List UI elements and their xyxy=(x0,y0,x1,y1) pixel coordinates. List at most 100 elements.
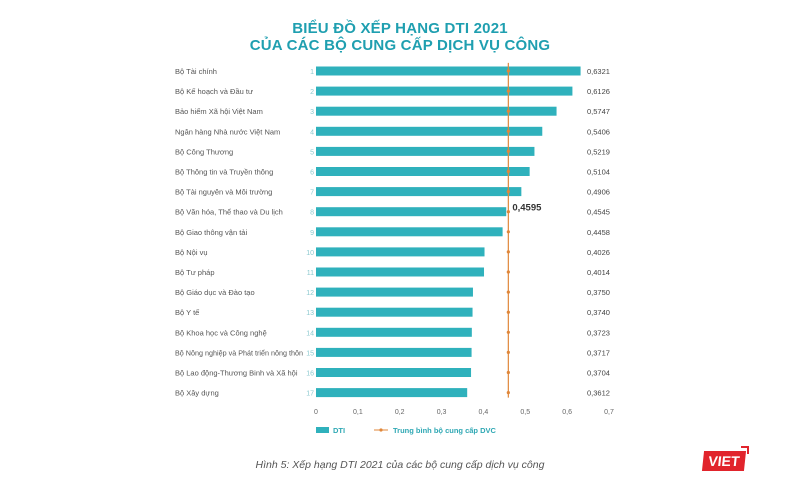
average-point xyxy=(506,210,510,214)
dti-bar xyxy=(316,86,573,96)
x-tick-label: 0,1 xyxy=(353,409,363,416)
average-point xyxy=(506,391,510,395)
dti-bar xyxy=(316,267,485,277)
value-label: 0,4545 xyxy=(587,208,610,217)
x-tick-label: 0,3 xyxy=(437,409,447,416)
value-label: 0,4906 xyxy=(587,188,610,197)
average-point xyxy=(506,370,510,375)
rank-label: 10 xyxy=(306,250,314,257)
logo-text: VIET xyxy=(707,453,741,469)
legend-dti-label: DTI xyxy=(333,426,345,435)
average-point xyxy=(506,69,510,73)
average-point xyxy=(506,350,510,354)
chart-title-line1: BIỂU ĐỒ XẾP HẠNG DTI 2021 xyxy=(292,20,508,37)
category-label: Bộ Khoa học và Công nghệ xyxy=(175,328,267,337)
category-label: Bộ Nông nghiệp và Phát triển nông thôn xyxy=(175,348,303,357)
category-label: Bộ Văn hóa, Thể thao và Du lịch xyxy=(175,208,283,217)
rank-label: 4 xyxy=(310,129,314,136)
dti-bar xyxy=(316,327,472,337)
legend-average-marker xyxy=(379,428,383,432)
category-label: Bộ Kế hoạch và Đầu tư xyxy=(175,87,253,96)
logo-corner-icon xyxy=(741,446,749,454)
x-tick-label: 0,5 xyxy=(520,409,530,416)
category-label: Bộ Lao động-Thương Binh và Xã hội xyxy=(175,369,298,378)
dti-bar xyxy=(316,106,557,116)
value-label: 0,5747 xyxy=(587,107,610,116)
average-point xyxy=(506,89,510,93)
value-label: 0,4026 xyxy=(587,248,610,257)
dti-bar xyxy=(316,287,473,297)
rank-label: 3 xyxy=(310,109,314,116)
rank-label: 7 xyxy=(310,190,314,197)
rank-label: 14 xyxy=(306,330,314,337)
x-tick-label: 0 xyxy=(314,409,318,416)
category-label: Bộ Công Thương xyxy=(175,147,233,156)
value-label: 0,5406 xyxy=(587,127,610,136)
vietnam-logo: VIET xyxy=(701,451,747,471)
dti-bar xyxy=(316,388,468,398)
rank-label: 9 xyxy=(310,230,314,237)
legend-average-label: Trung bình bộ cung cấp DVC xyxy=(393,426,496,435)
rank-label: 16 xyxy=(306,371,314,378)
value-label: 0,5219 xyxy=(587,147,610,156)
x-tick-label: 0,6 xyxy=(562,409,572,416)
legend-dti-swatch xyxy=(316,427,329,433)
x-tick-label: 0,7 xyxy=(604,409,614,416)
x-tick-label: 0,2 xyxy=(395,409,405,416)
figure-caption: Hình 5: Xếp hạng DTI 2021 của các bộ cun… xyxy=(255,459,545,471)
average-point xyxy=(506,250,510,254)
value-label: 0,3704 xyxy=(587,369,610,378)
chart-area: Bộ Tài chính 1 0,6321 Bộ Kế hoạch và Đầu tư… xyxy=(175,62,614,435)
dti-bar xyxy=(316,167,530,176)
value-label: 0,6126 xyxy=(587,87,610,96)
dti-bar xyxy=(316,307,473,317)
rank-label: 12 xyxy=(306,290,314,297)
dti-bar xyxy=(316,207,507,217)
rank-label: 2 xyxy=(310,89,314,96)
dti-bar xyxy=(316,66,581,76)
average-point xyxy=(506,290,510,294)
dti-bar xyxy=(316,187,522,197)
x-tick-label: 0,4 xyxy=(479,409,489,416)
rank-label: 5 xyxy=(310,149,314,156)
value-label: 0,3750 xyxy=(587,288,610,297)
dti-bar xyxy=(316,227,503,237)
average-point xyxy=(506,149,510,153)
average-value-label: 0,4595 xyxy=(512,203,542,214)
average-point xyxy=(506,330,510,334)
average-point xyxy=(506,230,510,234)
category-label: Bộ Xây dựng xyxy=(175,389,219,398)
average-point xyxy=(506,169,510,174)
dti-bar xyxy=(316,368,472,377)
dti-bar xyxy=(316,347,472,357)
average-point xyxy=(506,109,510,113)
category-label: Bộ Giáo dục và Đào tạo xyxy=(175,288,255,297)
chart-title-line2: CỦA CÁC BỘ CUNG CẤP DỊCH VỤ CÔNG xyxy=(249,37,551,54)
rank-label: 15 xyxy=(306,350,314,357)
dti-bar xyxy=(316,247,485,257)
average-point xyxy=(506,310,510,314)
category-label: Bộ Tài chính xyxy=(175,67,217,76)
category-label: Bộ Nội vụ xyxy=(175,248,208,257)
value-label: 0,3740 xyxy=(587,308,610,317)
dti-bar xyxy=(316,126,543,136)
category-label: Bộ Tài nguyên và Môi trường xyxy=(175,188,272,197)
value-label: 0,4458 xyxy=(587,228,610,237)
average-point xyxy=(506,129,510,133)
value-label: 0,3612 xyxy=(587,389,610,398)
average-point xyxy=(506,270,510,274)
value-label: 0,3723 xyxy=(587,328,610,337)
dti-bar xyxy=(316,146,535,156)
category-label: Bảo hiểm Xã hội Việt Nam xyxy=(175,107,263,116)
rank-label: 1 xyxy=(310,69,314,76)
value-label: 0,3717 xyxy=(587,348,610,357)
category-label: Bộ Giao thông vận tải xyxy=(175,228,247,237)
rank-label: 6 xyxy=(310,170,314,177)
average-point xyxy=(506,190,510,194)
value-label: 0,5104 xyxy=(587,168,610,177)
category-label: Bộ Tư pháp xyxy=(175,268,215,277)
category-label: Bộ Thông tin và Truyền thông xyxy=(175,168,273,177)
value-label: 0,6321 xyxy=(587,67,610,76)
rank-label: 8 xyxy=(310,210,314,217)
rank-label: 13 xyxy=(306,310,314,317)
